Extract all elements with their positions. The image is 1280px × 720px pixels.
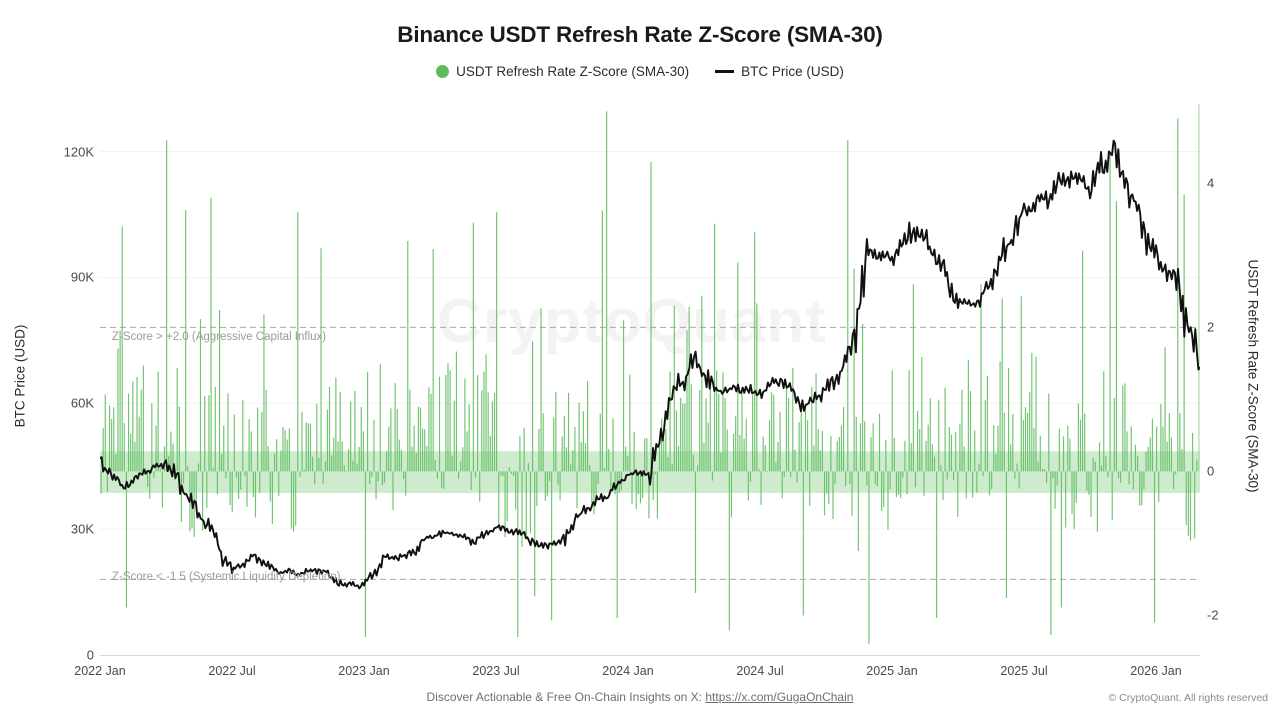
x-axis-tick-2024-jan: 2024 Jan [602, 664, 654, 678]
footer-link[interactable]: https://x.com/GugaOnChain [705, 690, 854, 704]
footer-credit-text: Discover Actionable & Free On-Chain Insi… [426, 690, 706, 704]
legend-swatch-circle-icon [436, 65, 450, 78]
right-axis-tick-2: 2 [1207, 319, 1215, 335]
right-axis-tick-4: 4 [1207, 175, 1215, 191]
legend-label-btc-price: BTC Price (USD) [741, 64, 844, 79]
upper-threshold-label: Z-Score > +2.0 (Aggressive Capital Influ… [112, 331, 327, 343]
x-axis-tick-2026-jan: 2026 Jan [1130, 664, 1182, 678]
right-axis-tick--2: -2 [1207, 607, 1219, 623]
bottom-axis-spine [100, 655, 1200, 656]
lower-threshold-label: Z-Score < -1.5 (Systemic Liquidity Deple… [112, 571, 341, 583]
right-axis-tick-0: 0 [1207, 463, 1215, 479]
x-axis-tick-2023-jul: 2023 Jul [472, 664, 520, 678]
x-axis-tick-2025-jul: 2025 Jul [1000, 664, 1048, 678]
right-axis-title: USDT Refresh Rate Z-Score (SMA-30) [1245, 259, 1261, 493]
footer-copyright: © CryptoQuant. All rights reserved [1108, 692, 1268, 704]
left-axis-tick-60K: 60K [70, 395, 94, 411]
x-axis-tick-2023-jan: 2023 Jan [338, 664, 390, 678]
page-title: Binance USDT Refresh Rate Z-Score (SMA-3… [397, 22, 883, 47]
gridlines-layer [100, 151, 1200, 530]
left-axis-tick-120K: 120K [63, 144, 94, 160]
legend-swatch-line-icon [715, 70, 735, 73]
legend-label-zscore: USDT Refresh Rate Z-Score (SMA-30) [456, 64, 690, 79]
x-axis-tick-2024-jul: 2024 Jul [736, 664, 784, 678]
x-axis-tick-2022-jan: 2022 Jan [74, 664, 126, 678]
x-axis-tick-2022-jul: 2022 Jul [208, 664, 256, 678]
zscore-bars-layer [100, 104, 1200, 645]
btc-price-line-layer [100, 139, 1200, 590]
left-axis-title: BTC Price (USD) [12, 324, 28, 428]
left-axis-tick-90K: 90K [70, 269, 94, 285]
legend-item-btc-price[interactable]: BTC Price (USD) [715, 64, 844, 79]
chart-legend: USDT Refresh Rate Z-Score (SMA-30) BTC P… [0, 64, 1280, 79]
threshold-lines-layer [100, 326, 1200, 580]
footer-credit: Discover Actionable & Free On-Chain Insi… [0, 690, 1280, 704]
legend-item-zscore[interactable]: USDT Refresh Rate Z-Score (SMA-30) [436, 64, 689, 79]
left-axis-tick-30K: 30K [70, 521, 94, 537]
x-axis-tick-2025-jan: 2025 Jan [866, 664, 918, 678]
left-axis-tick-0: 0 [86, 647, 94, 663]
